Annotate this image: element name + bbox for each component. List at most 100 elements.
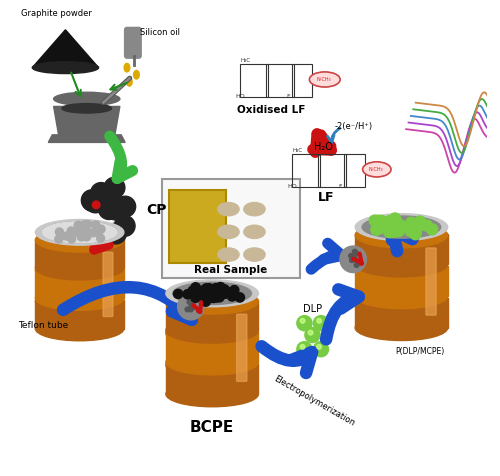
Text: N-CH₃: N-CH₃ — [368, 167, 382, 172]
Ellipse shape — [36, 286, 124, 310]
Circle shape — [416, 218, 426, 229]
Ellipse shape — [36, 228, 124, 252]
Polygon shape — [48, 135, 125, 142]
Circle shape — [416, 218, 428, 230]
Circle shape — [205, 288, 214, 298]
FancyBboxPatch shape — [355, 298, 448, 328]
Ellipse shape — [310, 72, 340, 87]
Circle shape — [390, 226, 400, 237]
Circle shape — [188, 307, 193, 312]
Circle shape — [185, 307, 190, 312]
Circle shape — [316, 345, 322, 349]
Ellipse shape — [244, 225, 265, 238]
Circle shape — [215, 293, 224, 302]
Circle shape — [191, 283, 200, 292]
Circle shape — [101, 195, 121, 216]
Circle shape — [221, 289, 230, 298]
Ellipse shape — [54, 92, 120, 106]
Circle shape — [382, 219, 393, 231]
Circle shape — [300, 345, 305, 349]
Text: H₂O: H₂O — [314, 142, 333, 152]
Ellipse shape — [244, 248, 265, 261]
Circle shape — [68, 235, 76, 243]
Circle shape — [74, 226, 82, 234]
Circle shape — [208, 293, 218, 303]
Circle shape — [212, 293, 221, 302]
Circle shape — [89, 229, 97, 237]
Circle shape — [97, 225, 105, 233]
Circle shape — [376, 220, 387, 231]
Circle shape — [190, 302, 195, 307]
Circle shape — [202, 284, 211, 293]
Circle shape — [414, 216, 426, 227]
Circle shape — [216, 282, 225, 292]
Circle shape — [371, 224, 382, 235]
Text: DLP: DLP — [304, 304, 322, 314]
Circle shape — [74, 227, 82, 235]
Circle shape — [388, 226, 399, 237]
Circle shape — [230, 286, 239, 295]
Text: H₃C: H₃C — [240, 58, 250, 63]
Circle shape — [372, 217, 384, 228]
Circle shape — [204, 284, 214, 293]
Circle shape — [204, 286, 213, 295]
Circle shape — [228, 292, 237, 301]
Circle shape — [354, 251, 358, 256]
Circle shape — [189, 304, 194, 309]
Ellipse shape — [36, 256, 124, 280]
Circle shape — [404, 225, 415, 236]
Circle shape — [394, 220, 406, 231]
Circle shape — [220, 286, 230, 295]
Circle shape — [395, 222, 406, 234]
Ellipse shape — [218, 225, 239, 238]
Circle shape — [67, 227, 75, 235]
Circle shape — [208, 288, 216, 298]
Circle shape — [350, 258, 354, 262]
Ellipse shape — [362, 162, 391, 177]
FancyBboxPatch shape — [426, 248, 436, 315]
Ellipse shape — [355, 214, 448, 240]
Circle shape — [82, 230, 90, 238]
Circle shape — [372, 215, 384, 226]
Circle shape — [99, 197, 120, 218]
Ellipse shape — [166, 280, 258, 307]
Circle shape — [92, 221, 100, 229]
FancyBboxPatch shape — [36, 300, 124, 328]
Ellipse shape — [355, 251, 448, 277]
Circle shape — [196, 286, 205, 296]
Text: F: F — [286, 94, 290, 99]
Polygon shape — [32, 30, 98, 68]
Circle shape — [208, 288, 218, 298]
Circle shape — [78, 233, 86, 241]
Circle shape — [388, 226, 399, 237]
Ellipse shape — [134, 70, 140, 79]
Circle shape — [389, 217, 400, 228]
Circle shape — [236, 293, 244, 302]
Circle shape — [197, 292, 206, 301]
Circle shape — [214, 288, 224, 298]
Ellipse shape — [362, 216, 440, 238]
Circle shape — [410, 228, 421, 240]
Text: CP: CP — [146, 203, 167, 217]
Circle shape — [74, 227, 82, 235]
Circle shape — [308, 330, 313, 335]
Circle shape — [421, 220, 432, 231]
Circle shape — [84, 220, 92, 228]
Ellipse shape — [36, 219, 124, 245]
Circle shape — [214, 287, 224, 297]
FancyBboxPatch shape — [168, 190, 226, 263]
Circle shape — [80, 221, 88, 228]
Circle shape — [114, 216, 135, 237]
FancyBboxPatch shape — [162, 179, 300, 278]
Ellipse shape — [355, 286, 448, 311]
Ellipse shape — [42, 222, 117, 243]
Text: -2(e⁻/H⁺): -2(e⁻/H⁺) — [335, 122, 373, 131]
Ellipse shape — [166, 288, 258, 314]
Ellipse shape — [32, 62, 98, 74]
Text: Teflon tube: Teflon tube — [18, 321, 68, 330]
Circle shape — [210, 291, 220, 300]
Ellipse shape — [173, 282, 252, 305]
Circle shape — [115, 196, 136, 217]
Circle shape — [220, 285, 229, 294]
FancyBboxPatch shape — [355, 234, 448, 264]
